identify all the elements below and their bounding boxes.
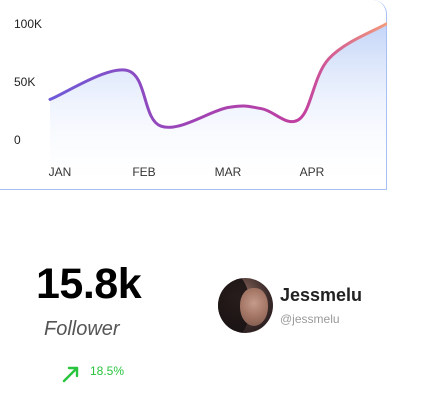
chart-series-line [48, 22, 387, 129]
growth-indicator: 18.5% [61, 364, 124, 384]
follower-label: Follower [44, 318, 120, 340]
chart-area-fill [50, 24, 386, 190]
y-tick-label: 100K [14, 17, 42, 31]
follower-count: 15.8k [36, 260, 142, 308]
y-tick-label: 50K [14, 75, 35, 89]
arrow-up-right-icon [62, 366, 79, 383]
profile-card[interactable]: Jessmelu @jessmelu [218, 278, 362, 333]
avatar[interactable] [218, 278, 273, 333]
profile-handle: @jessmelu [280, 312, 340, 326]
y-tick-label: 0 [14, 133, 21, 147]
profile-text: Jessmelu @jessmelu [280, 285, 362, 326]
profile-name: Jessmelu [280, 285, 363, 305]
growth-percentage: 18.5% [90, 364, 125, 378]
